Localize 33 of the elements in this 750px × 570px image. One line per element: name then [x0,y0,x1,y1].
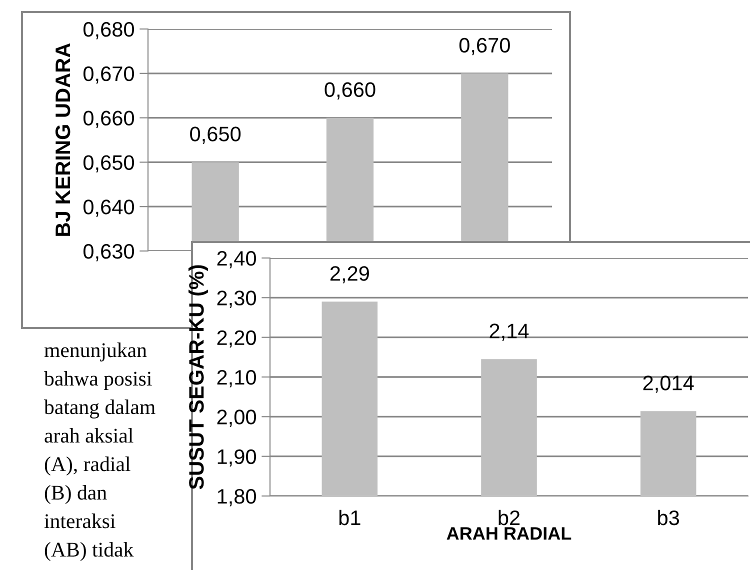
y-axis-title: SUSUT SEGAR-KU (%) [188,265,208,490]
y-tick-label: 2,30 [217,290,256,308]
data-label: 0,670 [459,38,510,56]
y-tick-label: 0,680 [83,22,134,40]
y-tick-label: 1,80 [218,489,256,506]
data-label: 0,650 [190,126,241,144]
text: (A), radial [44,456,130,476]
text: menunjukan [44,342,147,362]
text: batang dalam [44,400,156,418]
y-axis-title: BJ KERING UDARA [55,43,70,236]
data-label: 2,014 [643,376,694,393]
y-tick-label: 0,660 [83,110,134,128]
y-tick-label: 0,670 [83,66,134,84]
x-tick-label: b3 [658,510,680,526]
y-tick-label: 1,90 [218,449,256,467]
y-tick-label: 0,640 [83,200,134,217]
data-label: 2,29 [330,266,369,284]
x-tick-label: b2 [498,510,520,526]
text: (AB) tidak [44,542,134,561]
text: arah aksial [44,428,134,443]
data-label: 2,14 [490,324,529,341]
x-axis-title: ARAH RADIAL [446,527,572,540]
text: bahwa posisi [44,371,152,390]
y-tick-label: 2,00 [217,410,256,427]
y-tick-label: 2,10 [217,370,256,388]
y-tick-label: 0,650 [83,155,134,172]
y-tick-label: 2,40 [217,251,256,268]
text: interaksi [44,514,116,528]
x-tick-label: b1 [339,510,360,526]
text: (B) dan [44,485,107,504]
data-label: 0,660 [324,82,376,100]
y-tick-label: 2,20 [217,330,256,348]
y-tick-label: 0,630 [83,244,134,262]
